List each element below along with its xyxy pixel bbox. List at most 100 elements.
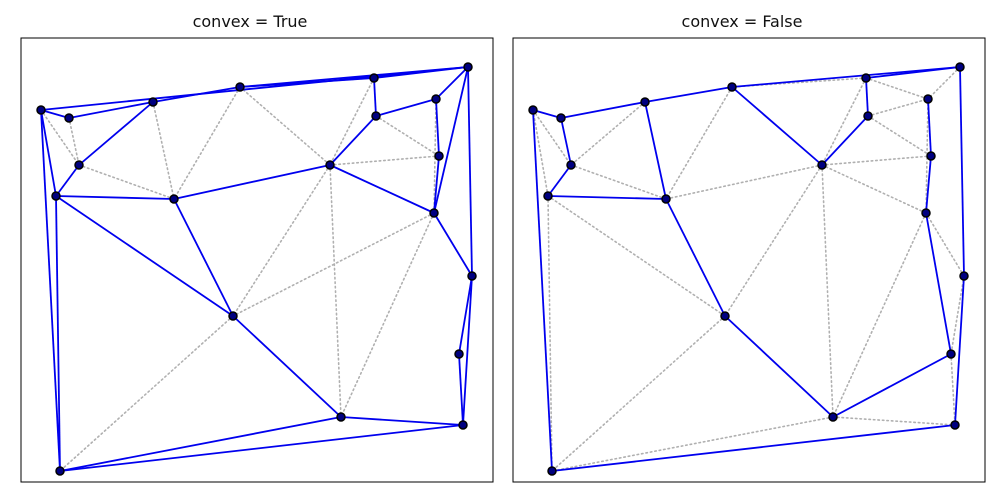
vertex-point: [556, 113, 566, 123]
polygon-edge: [329, 164, 435, 214]
polygon-edge: [458, 353, 464, 426]
polygon-edge: [532, 109, 553, 472]
polygon-edge: [55, 195, 175, 200]
triangulation-edge: [821, 164, 927, 214]
polygon-edge: [547, 195, 667, 200]
polygon-edge: [433, 66, 469, 214]
polygon-edge: [925, 155, 932, 214]
vertex-point: [528, 105, 538, 115]
polygon-edge: [724, 315, 834, 418]
triangulation-edge: [665, 86, 733, 200]
triangulation-edge: [329, 164, 342, 418]
polygon-edge: [59, 424, 464, 472]
vertex-point: [817, 160, 827, 170]
triangulation-edge: [152, 101, 175, 200]
triangulation-edge: [927, 66, 961, 100]
vertex-point: [661, 194, 671, 204]
triangulation-edge: [867, 115, 932, 157]
triangulation-plot: [20, 37, 494, 483]
vertex-point: [325, 160, 335, 170]
vertex-point: [235, 82, 245, 92]
vertex-point: [946, 349, 956, 359]
vertex-point: [950, 420, 960, 430]
polygon-edge: [731, 66, 961, 88]
polygon-edge: [435, 98, 440, 157]
triangulation-edge: [724, 164, 823, 317]
polygon-edge: [78, 101, 154, 166]
triangulation-edge: [59, 315, 234, 472]
polygon-edge: [821, 115, 869, 166]
vertex-point: [921, 208, 931, 218]
triangulation-edge: [329, 155, 440, 166]
triangulation-edge: [433, 98, 437, 214]
polygon-edge: [925, 212, 952, 355]
vertex-point: [431, 94, 441, 104]
polygon-edge: [173, 164, 331, 200]
triangulation-edge: [68, 117, 80, 166]
triangulation-edge: [925, 212, 965, 277]
panel-title: convex = True: [192, 12, 308, 31]
vertex-point: [36, 105, 46, 115]
vertex-point: [463, 62, 473, 72]
triangulation-edge: [232, 212, 435, 317]
vertex-point: [74, 160, 84, 170]
panel-convex-false: convex = False: [492, 0, 992, 500]
polygon-edge: [239, 77, 375, 88]
vertex-point: [169, 194, 179, 204]
triangulation-edge: [40, 109, 80, 166]
polygon-edge: [68, 101, 154, 119]
vertex-point: [566, 160, 576, 170]
polygon-edge: [340, 416, 464, 426]
polygon-edge: [462, 275, 473, 426]
vertex-point: [454, 349, 464, 359]
vertex-point: [148, 97, 158, 107]
polygon-edge: [547, 164, 572, 197]
vertex-point: [434, 151, 444, 161]
triangulation-edge: [532, 109, 549, 197]
triangulation-edge: [950, 353, 956, 426]
triangulation-edge: [547, 195, 553, 472]
polygon-edge: [832, 353, 952, 418]
polygon-edge: [644, 86, 733, 103]
polygon-edge: [40, 109, 70, 119]
polygon-edge: [458, 275, 473, 355]
triangulation-edge: [867, 98, 929, 117]
polygon-edge: [954, 275, 965, 426]
polygon-edge: [560, 101, 646, 119]
polygon-edge: [375, 98, 437, 117]
vertex-point: [371, 111, 381, 121]
vertex-point: [863, 111, 873, 121]
panel-convex-true: convex = True: [20, 12, 494, 483]
triangulation-edge: [340, 212, 435, 418]
triangulation-edge: [821, 164, 834, 418]
polygon-edge: [40, 66, 469, 111]
triangulation-edge: [821, 77, 867, 166]
polygon-edge: [40, 109, 61, 472]
polygon-edge: [731, 86, 823, 166]
triangulation-edge: [551, 416, 834, 472]
polygon-edge: [433, 212, 473, 277]
polygon-edge: [560, 117, 572, 166]
vertex-point: [369, 73, 379, 83]
polygon-edge: [373, 77, 377, 117]
triangulation-edge: [832, 212, 927, 418]
vertex-point: [467, 271, 477, 281]
polygon-edge: [59, 416, 342, 472]
triangulation-edge: [570, 101, 646, 166]
vertex-point: [926, 151, 936, 161]
polygon-edge: [551, 424, 956, 472]
vertex-point: [543, 191, 553, 201]
triangulation-edge: [78, 164, 175, 200]
triangulation-edge: [551, 315, 726, 472]
vertex-point: [727, 82, 737, 92]
triangulation-edge: [375, 115, 440, 157]
polygon-edge: [329, 115, 377, 166]
polygon-edge: [865, 66, 961, 79]
polygon-edge: [665, 198, 726, 317]
polygon-edge: [433, 155, 440, 214]
triangulation-edge: [239, 86, 331, 166]
polygon-edge: [40, 109, 57, 197]
polygon-edge: [173, 198, 234, 317]
vertex-point: [55, 466, 65, 476]
vertex-point: [923, 94, 933, 104]
